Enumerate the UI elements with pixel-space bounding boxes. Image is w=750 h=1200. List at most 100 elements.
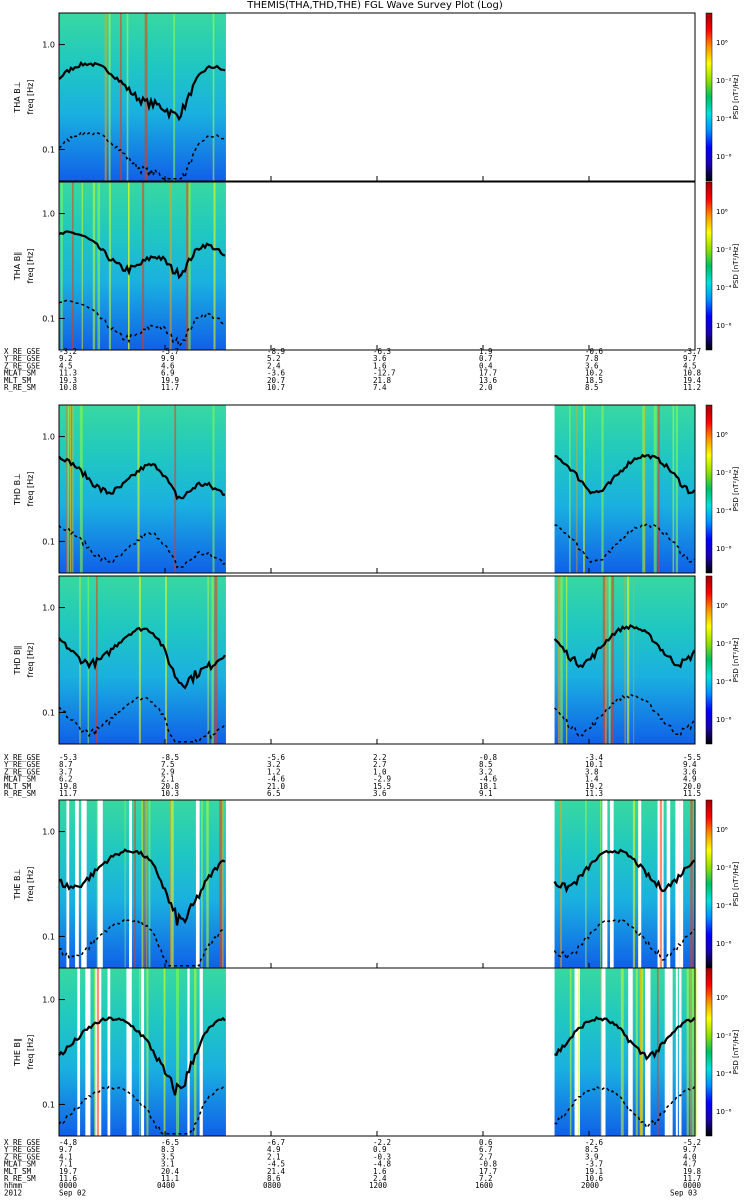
ephemeris-value: -3.6 — [267, 369, 286, 378]
ephemeris-label: MLT_SM — [4, 376, 32, 385]
ephemeris-value: 13.6 — [479, 376, 498, 385]
ephemeris-label: Z_RE_GSE — [4, 361, 41, 370]
spectrogram-spike — [557, 576, 561, 744]
spectrogram-spike — [214, 576, 218, 744]
ephemeris-label: Y_RE_GSE — [4, 760, 41, 769]
freq-tick-label: 0.1 — [42, 145, 55, 154]
ephemeris-value: -0.6 — [585, 347, 604, 356]
data-gap — [664, 968, 670, 1136]
colorbar-tick-label: 10⁶ — [716, 994, 728, 1002]
ephemeris-value: 20.7 — [267, 376, 285, 385]
ephemeris-value: 6.9 — [161, 369, 175, 378]
ephemeris-value: 11.7 — [59, 789, 77, 798]
ephemeris-value: 2.9 — [161, 767, 175, 776]
data-gap — [141, 968, 145, 1136]
colorbar-tick-label: 10⁻⁶ — [716, 716, 732, 724]
ephemeris-label: Y_RE_GSE — [4, 1145, 41, 1154]
spectrogram-spike — [690, 800, 693, 968]
ephemeris-value: -5.6 — [267, 753, 286, 762]
freq-tick-label: 1.0 — [42, 996, 55, 1005]
freq-tick-label: 0.1 — [42, 708, 55, 717]
ephemeris-value: 3.8 — [585, 767, 599, 776]
time-tick-label: 0400 — [157, 1181, 176, 1190]
spectrogram-spike — [141, 800, 144, 968]
ephemeris-value: 11.3 — [59, 369, 77, 378]
ephemeris-value: 11.3 — [585, 789, 603, 798]
spectrogram-spike — [608, 576, 611, 744]
spectrogram-spike — [690, 968, 692, 1136]
ephemeris-value: 7.1 — [59, 1160, 73, 1169]
spectrogram-spike — [560, 576, 563, 744]
spectrogram-spike — [569, 405, 571, 573]
spectrogram-spike — [134, 800, 136, 968]
spectrogram-spike — [108, 13, 111, 181]
ephemeris-value: 4.5 — [683, 361, 697, 370]
colorbar-tick-label: 10⁻⁶ — [716, 940, 732, 948]
fce-harmonic-trace — [58, 696, 226, 743]
ephemeris-value: 2.1 — [267, 1152, 281, 1161]
spectrogram-spike — [96, 968, 100, 1136]
spectrogram-block-4-1 — [59, 576, 226, 744]
ephemeris-value: -2.9 — [373, 775, 391, 784]
spectrogram-spike — [672, 405, 675, 573]
data-gap — [199, 968, 203, 1136]
colorbar-tick-label: 10⁻² — [716, 246, 732, 254]
colorbar-tick-label: 10⁻² — [716, 640, 732, 648]
colorbar-tick-label: 10⁻⁴ — [716, 1070, 732, 1078]
spectrogram-spike — [70, 405, 72, 573]
ephemeris-value: 19.3 — [59, 376, 77, 385]
spectrogram-spike — [92, 182, 96, 350]
data-gap — [97, 800, 102, 968]
colorbar-tick-label: 10⁶ — [716, 602, 728, 610]
panel-name: THD B⊥ — [13, 473, 22, 506]
ephemeris-value: 15.5 — [373, 782, 391, 791]
spectrogram-spike — [611, 576, 615, 744]
spectrogram-spike — [66, 405, 68, 573]
spectrogram-spike — [600, 800, 602, 968]
spectrogram-spike — [694, 968, 697, 1136]
ephemeris-value: 3.6 — [373, 354, 387, 363]
spectrogram-spike — [602, 576, 606, 744]
spectrogram-spike — [142, 800, 145, 968]
ephemeris-value: 9.1 — [479, 789, 493, 798]
freq-tick-label: 1.0 — [42, 828, 55, 837]
ephemeris-value: 1.9 — [479, 347, 493, 356]
spectrogram-spike — [66, 405, 69, 573]
ephemeris-label: Z_RE_GSE — [4, 767, 41, 776]
ephemeris-value: 4.1 — [59, 1152, 73, 1161]
ephemeris-value: 3.6 — [683, 767, 697, 776]
ephemeris-value: -3.7 — [683, 347, 701, 356]
colorbar-tick-label: 10⁻⁴ — [716, 284, 732, 292]
colorbar-tick-label: 10⁶ — [716, 39, 728, 47]
spectrogram-spike — [633, 576, 635, 744]
ephemeris-value: -12.7 — [373, 369, 396, 378]
ephemeris-value: 1.0 — [373, 767, 387, 776]
spectrogram-spike — [137, 405, 140, 573]
ephemeris-label: X_RE_GSE — [4, 1138, 41, 1147]
colorbar-tick-label: 10⁶ — [716, 208, 728, 216]
freq-tick-label: 1.0 — [42, 41, 55, 50]
colorbar-1 — [705, 12, 713, 182]
ephemeris-value: 18.1 — [479, 782, 497, 791]
spectrogram-spike — [569, 968, 572, 1136]
spectrogram-spike — [219, 800, 223, 968]
colorbar-tick-label: 10⁻⁴ — [716, 902, 732, 910]
colorbar-tick-label: 10⁶ — [716, 826, 728, 834]
ephemeris-value: -4.5 — [267, 1160, 285, 1169]
freq-tick-label: 0.1 — [42, 537, 55, 546]
panel-name: THD B∥ — [13, 645, 22, 675]
colorbar-2 — [705, 181, 713, 351]
data-gap — [602, 800, 608, 968]
ephemeris-label: Z_RE_GSE — [4, 1152, 41, 1161]
freq-tick-label: 1.0 — [42, 210, 55, 219]
freq-axis-label: freq [Hz] — [26, 249, 35, 284]
spectrogram-spike — [576, 405, 578, 573]
data-gap — [77, 968, 81, 1136]
spectrogram-spike — [87, 576, 89, 744]
ephemeris-value: 21.8 — [373, 376, 392, 385]
ephemeris-value: 0.9 — [373, 1145, 387, 1154]
ephemeris-value: 19.8 — [683, 1167, 702, 1176]
spectrogram-spike — [144, 13, 148, 181]
fce-harmonic-trace — [553, 918, 696, 962]
ephemeris-value: 3.9 — [585, 1152, 599, 1161]
